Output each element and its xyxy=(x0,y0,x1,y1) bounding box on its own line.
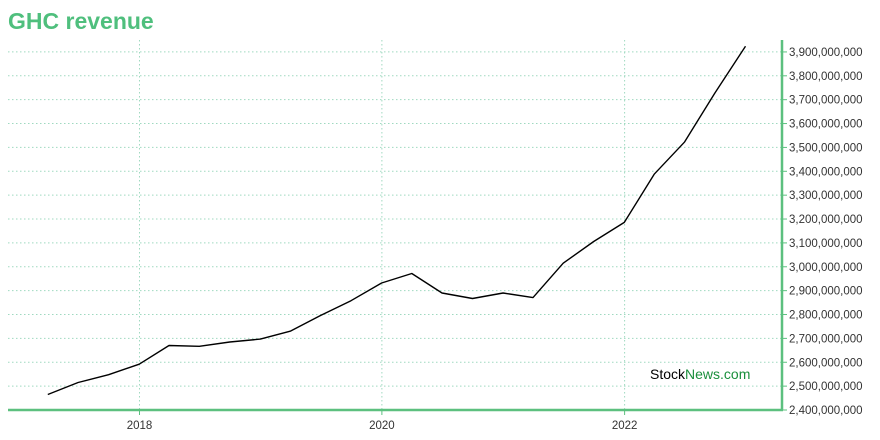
y-tick-label: 2,700,000,000 xyxy=(789,333,863,345)
y-tick-label: 3,200,000,000 xyxy=(789,214,863,226)
y-tick-label: 3,900,000,000 xyxy=(789,47,863,59)
x-tick-labels: 2018 2020 2022 xyxy=(127,420,638,432)
y-tick-label: 3,700,000,000 xyxy=(789,95,863,107)
y-tick-label: 3,000,000,000 xyxy=(789,262,863,274)
x-tick-label: 2020 xyxy=(369,420,395,432)
y-tick-label: 3,100,000,000 xyxy=(789,238,863,250)
y-tick-label: 3,600,000,000 xyxy=(789,119,863,131)
axes xyxy=(8,40,787,415)
y-tick-label: 2,900,000,000 xyxy=(789,286,863,298)
y-tick-labels: 2,400,000,000 2,500,000,000 2,600,000,000 2… xyxy=(789,47,863,417)
data-series xyxy=(47,45,747,396)
watermark-dotcom: .com xyxy=(720,366,750,382)
y-tick-label: 3,500,000,000 xyxy=(789,142,863,154)
watermark-stock: Stock xyxy=(650,366,686,382)
revenue-series-line xyxy=(47,45,747,396)
y-tick-label: 3,800,000,000 xyxy=(789,71,863,83)
y-tick-label: 2,500,000,000 xyxy=(789,381,863,393)
y-tick-label: 3,400,000,000 xyxy=(789,166,863,178)
chart-title: GHC revenue xyxy=(8,8,154,34)
y-tick-label: 2,600,000,000 xyxy=(789,357,863,369)
y-tick-label: 3,300,000,000 xyxy=(789,190,863,202)
watermark-news: News xyxy=(685,366,720,382)
x-tick-label: 2022 xyxy=(612,420,638,432)
x-tick-label: 2018 xyxy=(127,420,153,432)
y-tick-label: 2,400,000,000 xyxy=(789,405,863,417)
y-tick-label: 2,800,000,000 xyxy=(789,310,863,322)
grid-lines xyxy=(8,40,782,411)
watermark: StockNews.com xyxy=(650,366,750,382)
